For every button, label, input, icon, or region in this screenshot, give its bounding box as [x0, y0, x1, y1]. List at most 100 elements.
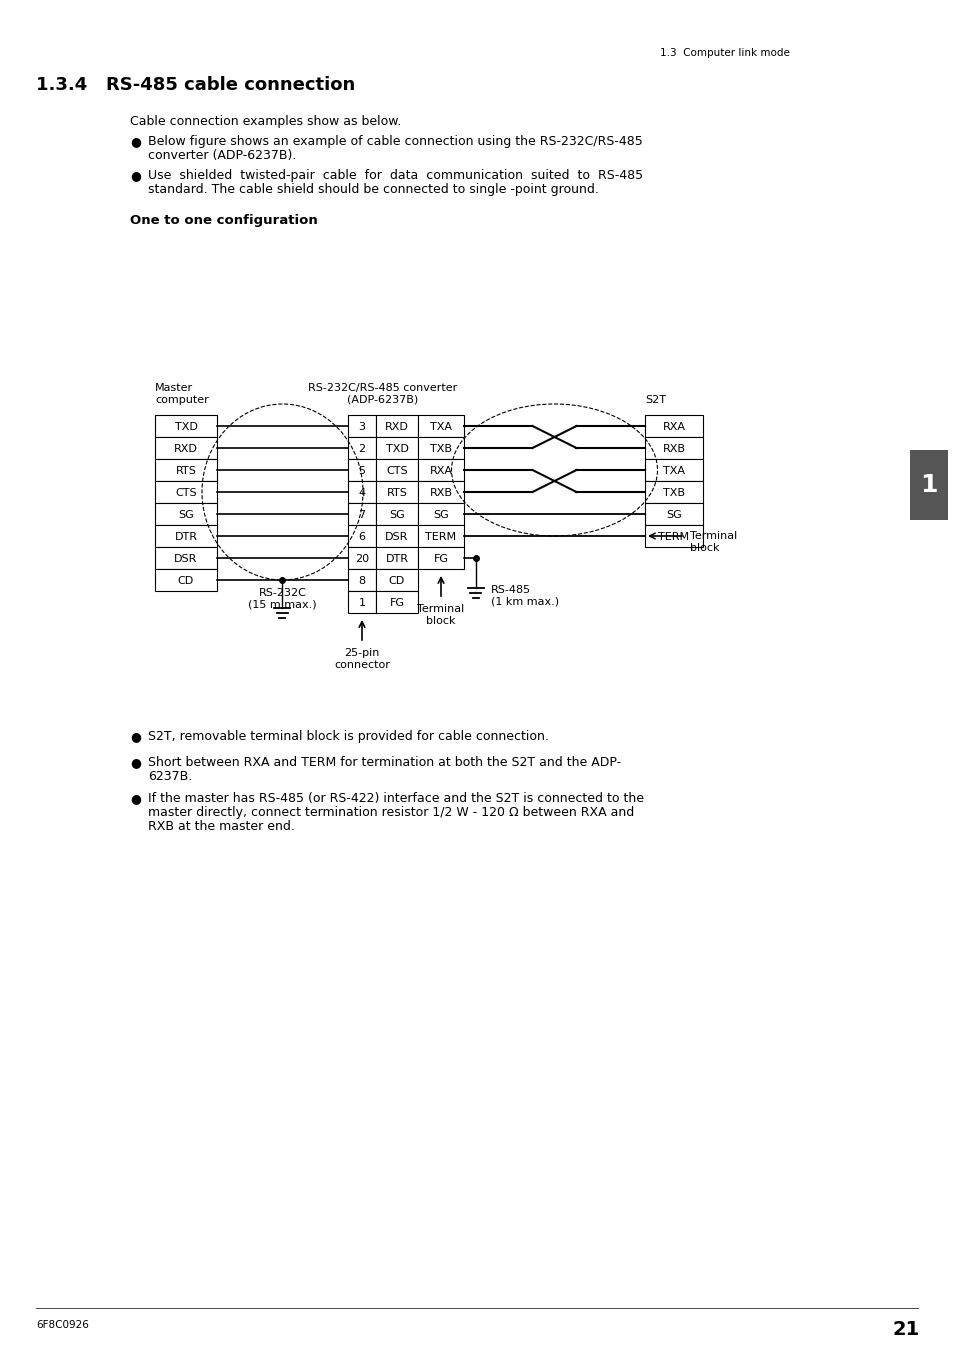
Text: TXA: TXA	[430, 422, 452, 432]
Text: Use  shielded  twisted-pair  cable  for  data  communication  suited  to  RS-485: Use shielded twisted-pair cable for data…	[148, 169, 642, 182]
Text: RTS: RTS	[175, 466, 196, 476]
Text: RS-232C
(15 m max.): RS-232C (15 m max.)	[248, 588, 316, 609]
Text: ●: ●	[130, 757, 141, 769]
Bar	[644, 503, 702, 526]
Bar	[375, 569, 417, 590]
Bar	[154, 481, 216, 503]
Bar	[348, 547, 375, 569]
Bar	[644, 415, 702, 436]
Text: ●: ●	[130, 135, 141, 149]
Bar	[417, 481, 463, 503]
Text: DTR: DTR	[174, 532, 197, 542]
Text: S2T, removable terminal block is provided for cable connection.: S2T, removable terminal block is provide…	[148, 730, 548, 743]
Bar	[644, 481, 702, 503]
Text: 6: 6	[358, 532, 365, 542]
Bar	[348, 481, 375, 503]
Text: CTS: CTS	[175, 488, 196, 499]
Bar	[417, 459, 463, 481]
Text: 21: 21	[892, 1320, 919, 1339]
Text: 25-pin
connector: 25-pin connector	[334, 648, 390, 670]
Text: TERM: TERM	[658, 532, 689, 542]
Text: SG: SG	[178, 509, 193, 520]
Text: S2T: S2T	[644, 394, 665, 405]
Text: ●: ●	[130, 792, 141, 805]
Bar	[154, 436, 216, 459]
Text: RS-485
(1 km max.): RS-485 (1 km max.)	[491, 585, 558, 607]
Text: 3: 3	[358, 422, 365, 432]
Text: RS-232C/RS-485 converter: RS-232C/RS-485 converter	[308, 382, 457, 393]
Text: master directly, connect termination resistor 1/2 W - 120 Ω between RXA and: master directly, connect termination res…	[148, 807, 634, 819]
Text: DSR: DSR	[174, 554, 197, 563]
Text: RXD: RXD	[173, 444, 197, 454]
Bar	[375, 547, 417, 569]
Text: SG: SG	[665, 509, 681, 520]
Text: CD: CD	[389, 576, 405, 586]
Text: 1: 1	[358, 598, 365, 608]
Text: RXB at the master end.: RXB at the master end.	[148, 820, 294, 834]
Text: DTR: DTR	[385, 554, 408, 563]
Text: RXA: RXA	[429, 466, 452, 476]
Bar	[375, 503, 417, 526]
Bar	[154, 503, 216, 526]
Bar	[375, 436, 417, 459]
Text: RXB: RXB	[661, 444, 685, 454]
Bar	[348, 503, 375, 526]
Text: TXB: TXB	[430, 444, 452, 454]
Text: standard. The cable shield should be connected to single -point ground.: standard. The cable shield should be con…	[148, 182, 598, 196]
Bar	[348, 590, 375, 613]
Bar	[375, 415, 417, 436]
Text: 20: 20	[355, 554, 369, 563]
Bar	[417, 526, 463, 547]
Bar	[375, 590, 417, 613]
Text: ●: ●	[130, 730, 141, 743]
Text: 8: 8	[358, 576, 365, 586]
Text: (ADP-6237B): (ADP-6237B)	[347, 394, 418, 405]
Bar	[348, 415, 375, 436]
Text: Cable connection examples show as below.: Cable connection examples show as below.	[130, 115, 401, 128]
Text: RTS: RTS	[386, 488, 407, 499]
Text: TERM: TERM	[425, 532, 456, 542]
Bar	[154, 415, 216, 436]
Text: CD: CD	[177, 576, 193, 586]
Text: 1.3.4   RS-485 cable connection: 1.3.4 RS-485 cable connection	[36, 76, 355, 95]
Text: 7: 7	[358, 509, 365, 520]
Text: RXA: RXA	[661, 422, 685, 432]
Text: TXB: TXB	[662, 488, 684, 499]
Bar	[909, 450, 947, 520]
Text: RXB: RXB	[429, 488, 452, 499]
Bar	[644, 526, 702, 547]
Text: 4: 4	[358, 488, 365, 499]
Bar	[417, 503, 463, 526]
Text: 1.3  Computer link mode: 1.3 Computer link mode	[659, 49, 789, 58]
Text: DSR: DSR	[385, 532, 408, 542]
Bar	[348, 526, 375, 547]
Text: converter (ADP-6237B).: converter (ADP-6237B).	[148, 149, 296, 162]
Bar	[644, 436, 702, 459]
Text: 6237B.: 6237B.	[148, 770, 193, 784]
Bar	[154, 569, 216, 590]
Bar	[348, 436, 375, 459]
Text: computer: computer	[154, 394, 209, 405]
Text: SG: SG	[389, 509, 404, 520]
Text: SG: SG	[433, 509, 449, 520]
Bar	[417, 547, 463, 569]
Bar	[644, 459, 702, 481]
Bar	[348, 459, 375, 481]
Bar	[375, 459, 417, 481]
Text: CTS: CTS	[386, 466, 407, 476]
Text: FG: FG	[389, 598, 404, 608]
Text: Below figure shows an example of cable connection using the RS-232C/RS-485: Below figure shows an example of cable c…	[148, 135, 642, 149]
Text: TXA: TXA	[662, 466, 684, 476]
Text: 5: 5	[358, 466, 365, 476]
Bar	[417, 436, 463, 459]
Bar	[417, 415, 463, 436]
Text: 1: 1	[920, 473, 937, 497]
Bar	[154, 547, 216, 569]
Bar	[348, 569, 375, 590]
Text: Terminal
block: Terminal block	[416, 604, 464, 626]
Text: TXD: TXD	[174, 422, 197, 432]
Text: Short between RXA and TERM for termination at both the S2T and the ADP-: Short between RXA and TERM for terminati…	[148, 757, 620, 769]
Text: RXD: RXD	[385, 422, 409, 432]
Text: ●: ●	[130, 169, 141, 182]
Text: TXD: TXD	[385, 444, 408, 454]
